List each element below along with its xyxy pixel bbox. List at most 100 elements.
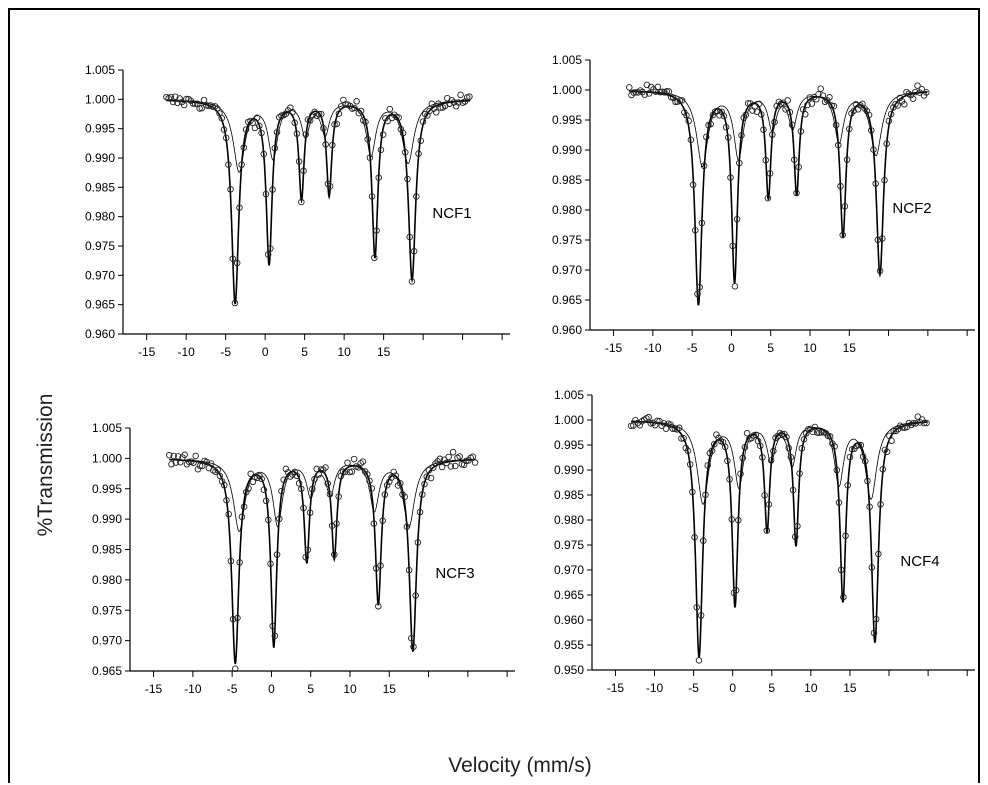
data-point xyxy=(831,443,838,450)
data-point xyxy=(826,433,834,440)
x-tick-label: -5 xyxy=(688,681,699,695)
data-point xyxy=(392,472,400,479)
component-curve xyxy=(166,99,471,173)
data-point xyxy=(194,465,202,473)
data-point xyxy=(874,236,882,244)
data-point xyxy=(896,94,904,102)
data-point xyxy=(764,194,772,202)
data-point xyxy=(725,134,732,141)
data-point xyxy=(700,162,708,170)
data-points xyxy=(627,413,930,664)
data-point xyxy=(432,460,439,467)
data-point xyxy=(881,176,888,184)
data-point xyxy=(685,117,692,125)
data-point xyxy=(196,462,204,470)
data-point xyxy=(793,189,800,197)
data-point xyxy=(232,665,239,673)
data-point xyxy=(894,425,902,433)
data-point xyxy=(731,283,739,290)
data-point xyxy=(888,437,895,445)
y-tick-label: 0.985 xyxy=(92,543,122,557)
data-point xyxy=(817,85,824,92)
data-point xyxy=(687,136,695,144)
y-tick-label: 0.980 xyxy=(85,210,115,224)
data-point xyxy=(832,121,840,129)
data-point xyxy=(368,485,375,492)
data-point xyxy=(918,416,926,423)
x-tick-label: 15 xyxy=(843,341,857,355)
data-point xyxy=(236,204,243,211)
data-point xyxy=(771,118,778,126)
data-point xyxy=(446,100,453,108)
data-point xyxy=(362,118,369,126)
data-point xyxy=(663,88,670,95)
y-tick-label: 0.975 xyxy=(552,233,582,247)
data-point xyxy=(229,255,237,262)
data-point xyxy=(260,486,268,494)
data-point xyxy=(729,242,736,250)
data-point xyxy=(267,245,274,252)
data-point xyxy=(456,453,463,460)
y-tick-label: 0.995 xyxy=(552,113,582,127)
x-tick-label: 5 xyxy=(301,345,308,359)
data-point xyxy=(641,91,648,98)
y-tick-label: 0.990 xyxy=(552,143,582,157)
data-point xyxy=(216,472,224,480)
data-point xyxy=(404,175,411,183)
data-point xyxy=(181,451,188,459)
data-point xyxy=(727,174,734,181)
data-point xyxy=(211,103,219,110)
data-point xyxy=(287,473,294,480)
data-point xyxy=(256,122,263,130)
data-point xyxy=(269,622,276,630)
data-point xyxy=(912,88,919,96)
data-point xyxy=(907,91,915,99)
data-point xyxy=(791,156,798,163)
data-point xyxy=(678,435,685,442)
data-point xyxy=(844,481,852,489)
data-point xyxy=(172,459,180,466)
data-point xyxy=(839,231,846,239)
data-point xyxy=(826,94,833,101)
data-point xyxy=(684,447,692,455)
data-point xyxy=(227,186,234,193)
data-point xyxy=(778,430,786,438)
data-point xyxy=(234,614,241,622)
data-point xyxy=(704,462,711,469)
data-point xyxy=(693,604,700,611)
data-point xyxy=(879,235,886,242)
data-point xyxy=(191,100,199,108)
x-tick-label: -10 xyxy=(644,341,662,355)
data-point xyxy=(910,419,917,427)
data-point xyxy=(842,532,849,540)
data-point xyxy=(260,150,267,158)
data-point xyxy=(342,101,349,108)
data-point xyxy=(914,82,921,89)
data-point xyxy=(403,523,411,530)
data-point xyxy=(183,95,190,103)
data-point xyxy=(245,485,252,492)
data-point xyxy=(295,480,303,487)
data-point xyxy=(410,643,417,651)
data-point xyxy=(921,419,928,427)
data-point xyxy=(335,493,342,500)
data-point xyxy=(903,88,910,96)
data-point xyxy=(700,537,707,544)
data-point xyxy=(214,466,221,474)
data-point xyxy=(273,551,281,558)
data-point xyxy=(267,560,274,567)
data-point xyxy=(172,93,179,100)
data-point xyxy=(238,161,245,168)
x-tick-label: 15 xyxy=(843,681,857,695)
data-point xyxy=(322,141,329,148)
data-point xyxy=(295,158,303,165)
data-point xyxy=(785,444,792,452)
data-point xyxy=(890,427,897,435)
data-point xyxy=(883,448,891,455)
y-tick-label: 0.965 xyxy=(85,298,115,312)
data-point xyxy=(683,112,690,119)
data-point xyxy=(645,413,652,421)
data-point xyxy=(892,427,900,435)
data-point xyxy=(872,180,879,187)
data-point xyxy=(373,227,380,234)
